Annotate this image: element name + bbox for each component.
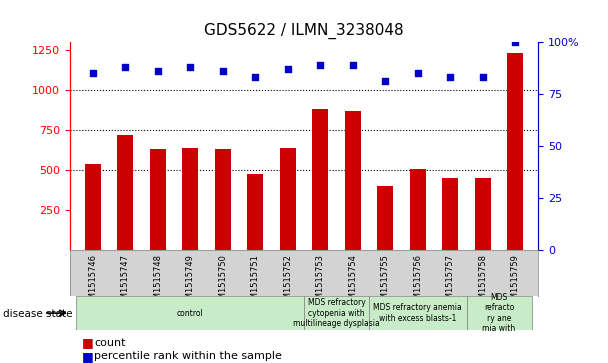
Point xyxy=(413,70,423,76)
Text: ■: ■ xyxy=(82,350,94,363)
Text: MDS
refracto
ry ane
mia with: MDS refracto ry ane mia with xyxy=(482,293,516,333)
Text: ■: ■ xyxy=(82,337,94,350)
Text: GSM1515756: GSM1515756 xyxy=(413,254,423,310)
Bar xyxy=(304,296,369,330)
Bar xyxy=(507,53,523,250)
Bar xyxy=(182,148,198,250)
Text: disease state: disease state xyxy=(3,309,72,319)
Point xyxy=(381,78,390,84)
Point xyxy=(511,39,520,45)
Text: GSM1515759: GSM1515759 xyxy=(511,254,520,310)
Bar xyxy=(215,149,231,250)
Point xyxy=(120,64,130,70)
Bar xyxy=(345,111,361,250)
Bar xyxy=(85,164,101,250)
Bar xyxy=(475,178,491,250)
Bar xyxy=(77,296,304,330)
Point xyxy=(283,66,292,72)
Point xyxy=(250,74,260,80)
Point xyxy=(88,70,97,76)
Text: GSM1515747: GSM1515747 xyxy=(121,254,130,310)
Text: control: control xyxy=(177,309,204,318)
Text: GSM1515746: GSM1515746 xyxy=(88,254,97,310)
Bar xyxy=(312,109,328,250)
Bar xyxy=(247,174,263,250)
Text: GSM1515750: GSM1515750 xyxy=(218,254,227,310)
Point xyxy=(185,64,195,70)
Text: GSM1515748: GSM1515748 xyxy=(153,254,162,310)
Text: MDS refractory
cytopenia with
multilineage dysplasia: MDS refractory cytopenia with multilinea… xyxy=(293,298,380,328)
Bar xyxy=(280,148,296,250)
Text: GSM1515758: GSM1515758 xyxy=(478,254,487,310)
Point xyxy=(478,74,488,80)
Point xyxy=(446,74,455,80)
Bar xyxy=(410,168,426,250)
Text: GSM1515757: GSM1515757 xyxy=(446,254,455,310)
Text: GSM1515753: GSM1515753 xyxy=(316,254,325,310)
Bar xyxy=(369,296,466,330)
Bar xyxy=(442,178,458,250)
Bar xyxy=(117,135,133,250)
Text: GSM1515751: GSM1515751 xyxy=(250,254,260,310)
Text: GSM1515749: GSM1515749 xyxy=(185,254,195,310)
Bar xyxy=(466,296,531,330)
Text: MDS refractory anemia
with excess blasts-1: MDS refractory anemia with excess blasts… xyxy=(373,303,462,323)
Point xyxy=(316,62,325,68)
Text: count: count xyxy=(94,338,126,348)
Point xyxy=(348,62,358,68)
Bar xyxy=(377,186,393,250)
Text: GSM1515752: GSM1515752 xyxy=(283,254,292,310)
Title: GDS5622 / ILMN_3238048: GDS5622 / ILMN_3238048 xyxy=(204,23,404,39)
Bar xyxy=(150,149,166,250)
Text: GSM1515755: GSM1515755 xyxy=(381,254,390,310)
Point xyxy=(153,68,162,74)
Text: GSM1515754: GSM1515754 xyxy=(348,254,358,310)
Point xyxy=(218,68,227,74)
Text: percentile rank within the sample: percentile rank within the sample xyxy=(94,351,282,362)
